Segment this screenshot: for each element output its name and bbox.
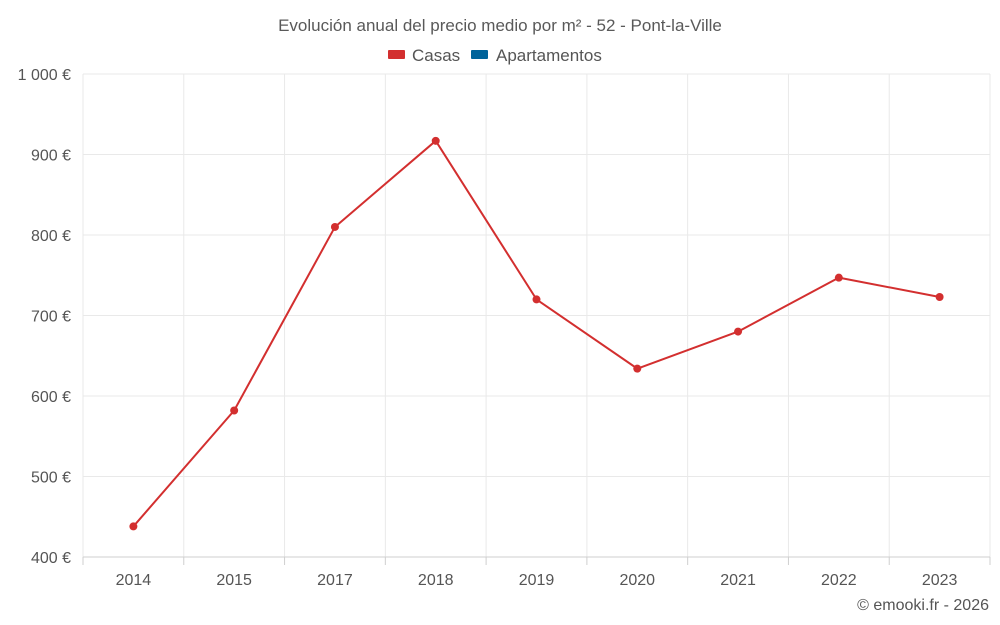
data-point[interactable] [431, 136, 440, 145]
legend-label-1[interactable]: Casas [412, 46, 460, 65]
x-tick-label: 2022 [821, 572, 857, 589]
chart-title: Evolución anual del precio medio por m² … [278, 16, 722, 35]
legend-swatch-1 [388, 50, 405, 59]
legend: Casas Apartamentos [388, 46, 602, 65]
y-tick-label: 400 € [31, 550, 71, 567]
data-point[interactable] [734, 327, 743, 336]
data-point[interactable] [330, 222, 339, 231]
axes [82, 556, 991, 565]
y-tick-label: 800 € [31, 228, 71, 245]
y-grid [83, 73, 990, 477]
data-point[interactable] [834, 273, 843, 282]
x-tick-label: 2015 [216, 572, 252, 589]
x-tick-label: 2017 [317, 572, 353, 589]
credit-text: © emooki.fr - 2026 [857, 597, 989, 614]
x-tick-label: 2018 [418, 572, 454, 589]
legend-swatch-2 [471, 50, 488, 59]
data-point[interactable] [532, 295, 541, 304]
data-point[interactable] [633, 364, 642, 373]
y-tick-label: 500 € [31, 470, 71, 487]
x-tick-labels: 2014 2015 2017 2018 2019 2020 2021 2022 2023 [116, 572, 958, 589]
y-tick-labels: 400 € 500 € 600 € 700 € 800 € 900 € 1 000 € [18, 67, 71, 567]
legend-label-2[interactable]: Apartamentos [496, 46, 602, 65]
y-tick-label: 700 € [31, 309, 71, 326]
y-tick-label: 1 000 € [18, 67, 71, 84]
x-tick-label: 2019 [519, 572, 555, 589]
x-tick-label: 2020 [619, 572, 655, 589]
x-tick-label: 2023 [922, 572, 958, 589]
y-tick-label: 600 € [31, 389, 71, 406]
series-line-1 [132, 139, 940, 528]
series-layer [129, 136, 944, 531]
x-tick-label: 2021 [720, 572, 756, 589]
y-tick-label: 900 € [31, 148, 71, 165]
x-tick-label: 2014 [116, 572, 152, 589]
data-point[interactable] [230, 406, 239, 415]
data-point[interactable] [129, 522, 138, 531]
data-point[interactable] [935, 292, 944, 301]
